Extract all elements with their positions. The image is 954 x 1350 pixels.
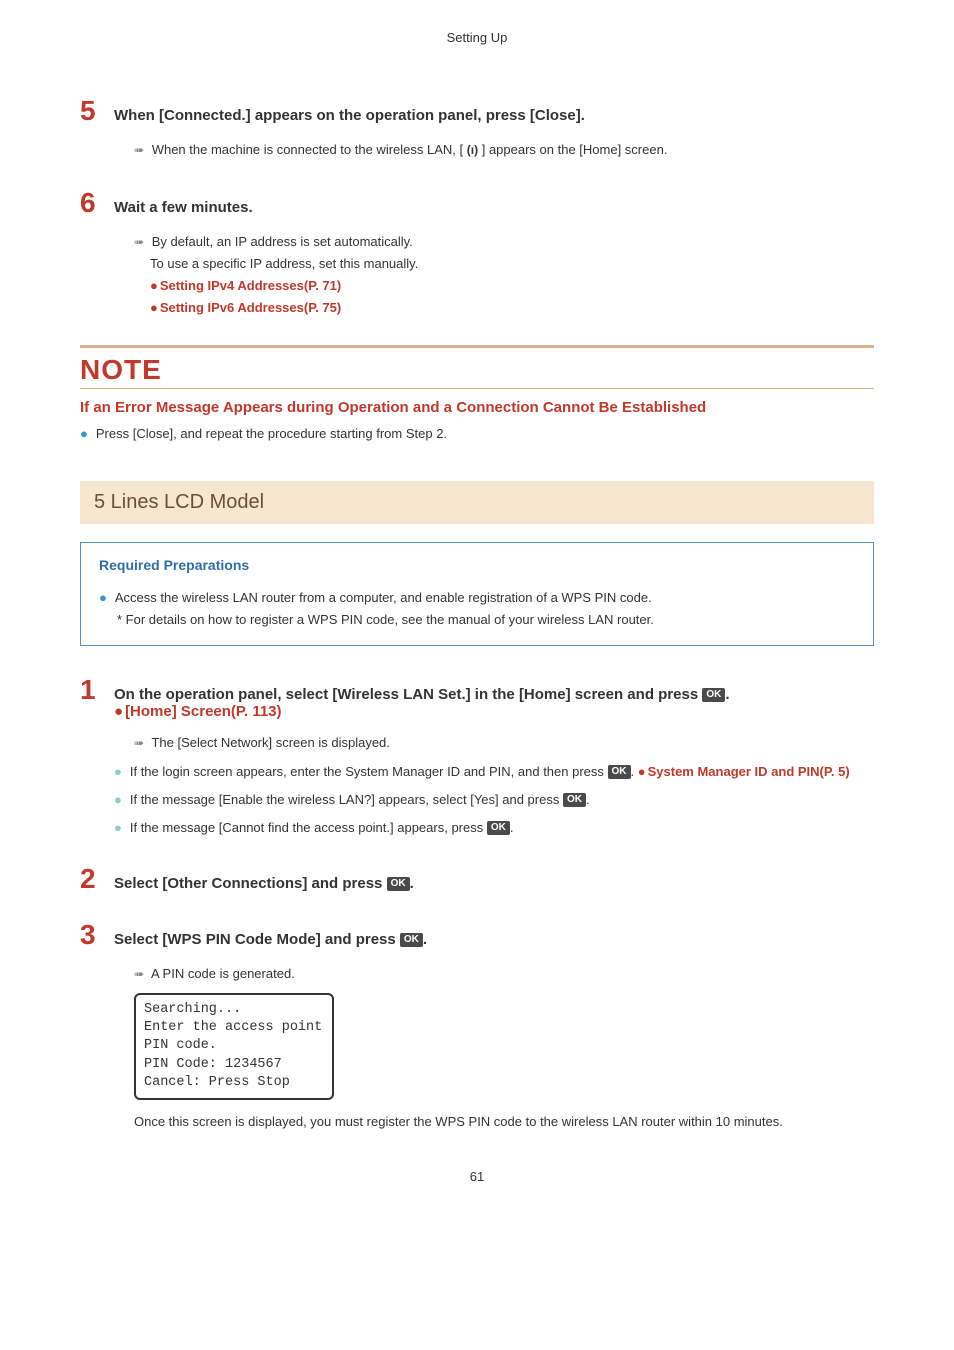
lcd-line: Enter the access point: [144, 1019, 324, 1037]
text: If the login screen appears, enter the S…: [130, 764, 608, 779]
step-1-body: ➠ The [Select Network] screen is display…: [134, 732, 874, 754]
text: Access the wireless LAN router from a co…: [115, 587, 652, 609]
arrow-icon: ➠: [134, 235, 144, 249]
play-icon: ●: [638, 764, 646, 779]
note-subheading: If an Error Message Appears during Opera…: [80, 399, 874, 416]
step-5-body: ➠ When the machine is connected to the w…: [134, 139, 874, 161]
text: The [Select Network] screen is displayed…: [151, 735, 389, 750]
bullet-icon: ●: [114, 789, 122, 811]
step-1: 1 On the operation panel, select [Wirele…: [80, 674, 874, 720]
step-title: Wait a few minutes.: [114, 193, 253, 216]
text: When the machine is connected to the wir…: [152, 142, 463, 157]
step-number: 3: [80, 919, 114, 951]
link-system-manager[interactable]: System Manager ID and PIN(P. 5): [648, 764, 850, 779]
arrow-icon: ➠: [134, 967, 144, 981]
ok-icon: OK: [387, 877, 410, 891]
note-heading: NOTE: [80, 345, 874, 389]
step-1-bullet: ● If the login screen appears, enter the…: [114, 761, 874, 783]
text: A PIN code is generated.: [151, 966, 295, 981]
link-ipv6[interactable]: Setting IPv6 Addresses(P. 75): [160, 300, 341, 315]
ok-icon: OK: [400, 933, 423, 947]
page-number: 61: [80, 1169, 874, 1184]
note-bullet: ● Press [Close], and repeat the procedur…: [80, 424, 874, 445]
text: .: [586, 792, 590, 807]
bullet-icon: ●: [99, 587, 107, 609]
text: .: [510, 820, 514, 835]
step-title: When [Connected.] appears on the operati…: [114, 101, 585, 124]
step-number: 5: [80, 95, 114, 127]
step-number: 2: [80, 863, 114, 895]
step-title: On the operation panel, select [Wireless…: [114, 680, 730, 720]
step-title: Select [WPS PIN Code Mode] and press OK.: [114, 925, 427, 948]
link-ipv4[interactable]: Setting IPv4 Addresses(P. 71): [160, 278, 341, 293]
step-5: 5 When [Connected.] appears on the opera…: [80, 95, 874, 127]
arrow-icon: ➠: [134, 143, 144, 157]
lcd-line: PIN code.: [144, 1037, 324, 1055]
step-6: 6 Wait a few minutes.: [80, 187, 874, 219]
step-1-bullet: ● If the message [Cannot find the access…: [114, 817, 874, 839]
bullet-icon: ●: [114, 817, 122, 839]
ok-icon: OK: [563, 793, 586, 807]
step-1-bullet: ● If the message [Enable the wireless LA…: [114, 789, 874, 811]
text: To use a specific IP address, set this m…: [150, 256, 418, 271]
step-2: 2 Select [Other Connections] and press O…: [80, 863, 874, 895]
step-number: 6: [80, 187, 114, 219]
lcd-line: Searching...: [144, 1001, 324, 1019]
text: If the message [Enable the wireless LAN?…: [130, 792, 563, 807]
text: Once this screen is displayed, you must …: [134, 1112, 874, 1133]
lcd-line: PIN Code: 1234567: [144, 1056, 324, 1074]
link-home-screen[interactable]: [Home] Screen(P. 113): [125, 703, 281, 720]
ok-icon: OK: [702, 688, 725, 702]
lcd-display: Searching... Enter the access point PIN …: [134, 993, 334, 1100]
step-6-body: ➠ By default, an IP address is set autom…: [134, 231, 874, 319]
page-header: Setting Up: [80, 30, 874, 45]
text: .: [631, 764, 638, 779]
step-3-body: ➠ A PIN code is generated.: [134, 963, 874, 985]
wifi-icon: (ı): [467, 140, 478, 160]
section-heading: 5 Lines LCD Model: [80, 481, 874, 524]
ok-icon: OK: [608, 765, 631, 779]
text: If the message [Cannot find the access p…: [130, 820, 487, 835]
text: ] appears on the [Home] screen.: [482, 142, 668, 157]
ok-icon: OK: [487, 821, 510, 835]
arrow-icon: ➠: [134, 736, 144, 750]
step-title: Select [Other Connections] and press OK.: [114, 869, 414, 892]
bullet-icon: ●: [114, 761, 122, 783]
lcd-line: Cancel: Press Stop: [144, 1074, 324, 1092]
play-icon: ●: [114, 703, 123, 720]
preparations-box: Required Preparations ● Access the wirel…: [80, 542, 874, 646]
preparations-title: Required Preparations: [99, 557, 855, 573]
text: * For details on how to register a WPS P…: [117, 609, 855, 631]
step-number: 1: [80, 674, 114, 706]
text: Press [Close], and repeat the procedure …: [96, 424, 447, 445]
bullet-icon: ●: [80, 424, 88, 445]
text: By default, an IP address is set automat…: [152, 234, 413, 249]
step-3: 3 Select [WPS PIN Code Mode] and press O…: [80, 919, 874, 951]
play-icon: ●: [150, 278, 158, 293]
play-icon: ●: [150, 300, 158, 315]
